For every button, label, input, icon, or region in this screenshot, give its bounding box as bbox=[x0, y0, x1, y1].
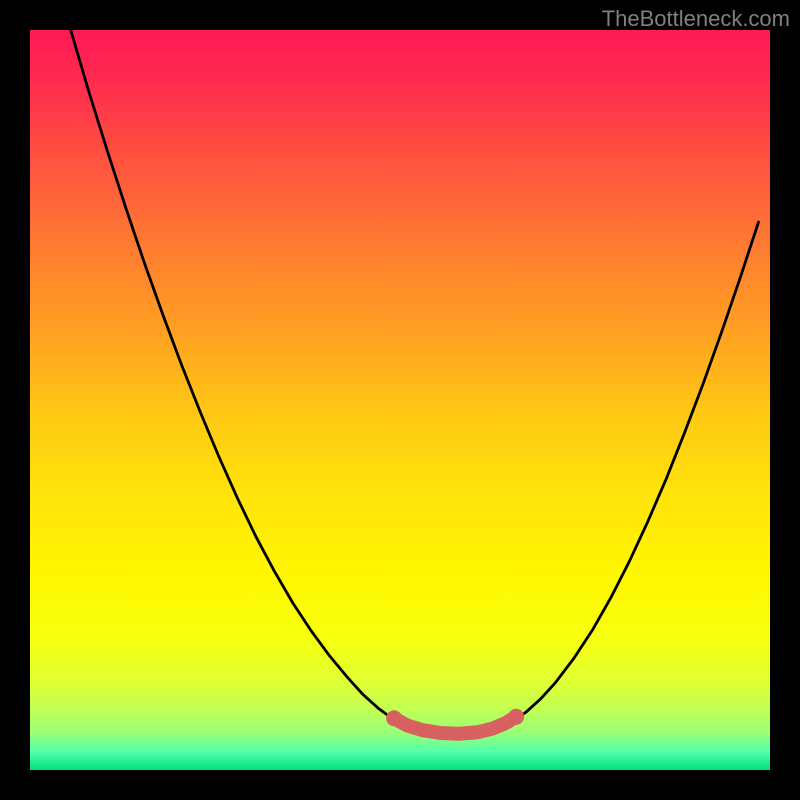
plot-area bbox=[30, 30, 770, 770]
chart-svg bbox=[30, 30, 770, 770]
marker-endpoint bbox=[508, 709, 524, 725]
chart-container: TheBottleneck.com bbox=[0, 0, 800, 800]
watermark-text: TheBottleneck.com bbox=[602, 6, 790, 32]
gradient-background bbox=[30, 30, 770, 770]
marker-endpoint bbox=[386, 710, 402, 726]
